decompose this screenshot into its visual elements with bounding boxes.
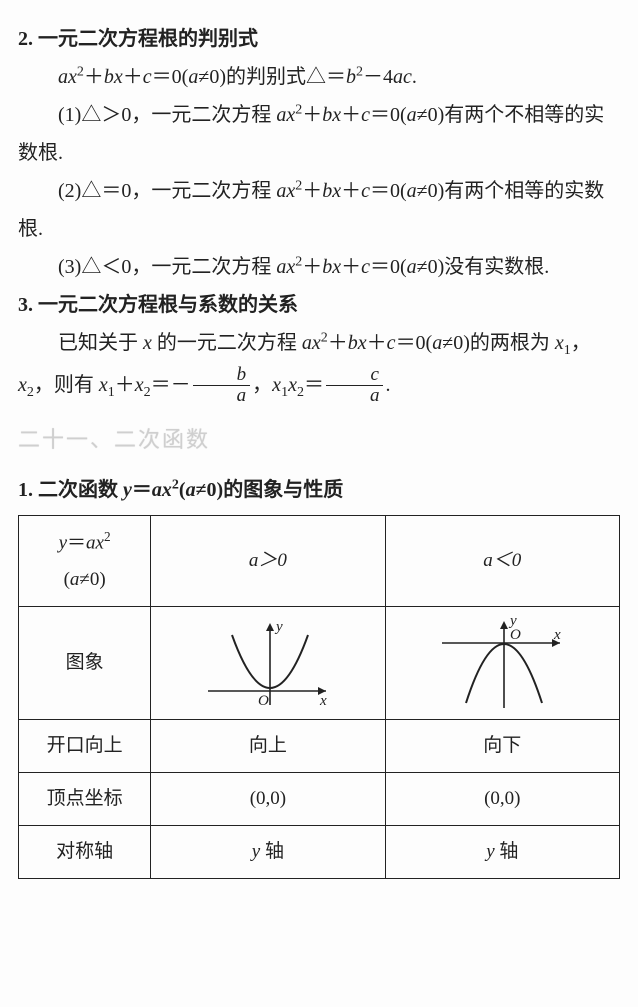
sec3-body: 已知关于 x 的一元二次方程 ax2＋bx＋c＝0(a≠0)的两根为 x1，x2…	[18, 324, 620, 407]
sec2-item1: (1)△＞0，一元二次方程 ax2＋bx＋c＝0(a≠0)有两个不相等的实数根.	[18, 96, 620, 172]
row-vertex-v2: (0,0)	[385, 772, 619, 825]
section-3-title: 3. 一元二次方程根与系数的关系	[18, 286, 620, 324]
chapter-title: 二十一、二次函数	[18, 419, 620, 461]
section-2-title: 2. 一元二次方程根的判别式	[18, 20, 620, 58]
svg-text:x: x	[319, 693, 327, 709]
row-axis-v1: y 轴	[151, 825, 385, 878]
th-fn: y＝ax2(a≠0)	[19, 516, 151, 607]
row-axis-v2: y 轴	[385, 825, 619, 878]
th-a-pos: a＞0	[151, 516, 385, 607]
sec2-intro: ax2＋bx＋c＝0(a≠0)的判别式△＝b2－4ac.	[18, 58, 620, 96]
parabola-up-icon: O x y	[198, 613, 338, 713]
svg-text:x: x	[553, 627, 561, 643]
row-open-label: 开口向上	[19, 719, 151, 772]
row-open-v2: 向下	[385, 719, 619, 772]
row-open-v1: 向上	[151, 719, 385, 772]
graph-up-cell: O x y	[151, 606, 385, 719]
sec2-item3: (3)△＜0，一元二次方程 ax2＋bx＋c＝0(a≠0)没有实数根.	[18, 248, 620, 286]
row-vertex-v1: (0,0)	[151, 772, 385, 825]
svg-text:O: O	[258, 693, 269, 709]
svg-text:y: y	[508, 613, 517, 629]
row-vertex-label: 顶点坐标	[19, 772, 151, 825]
row-graph-label: 图象	[19, 606, 151, 719]
graph-down-cell: O x y	[385, 606, 619, 719]
property-table: y＝ax2(a≠0) a＞0 a＜0 图象 O x y	[18, 515, 620, 879]
th-a-neg: a＜0	[385, 516, 619, 607]
row-axis-label: 对称轴	[19, 825, 151, 878]
section-1b-title: 1. 二次函数 y＝ax2(a≠0)的图象与性质	[18, 471, 620, 509]
svg-text:O: O	[510, 627, 521, 643]
parabola-down-icon: O x y	[432, 613, 572, 713]
svg-text:y: y	[274, 619, 283, 635]
sec2-item2: (2)△＝0，一元二次方程 ax2＋bx＋c＝0(a≠0)有两个相等的实数根.	[18, 172, 620, 248]
